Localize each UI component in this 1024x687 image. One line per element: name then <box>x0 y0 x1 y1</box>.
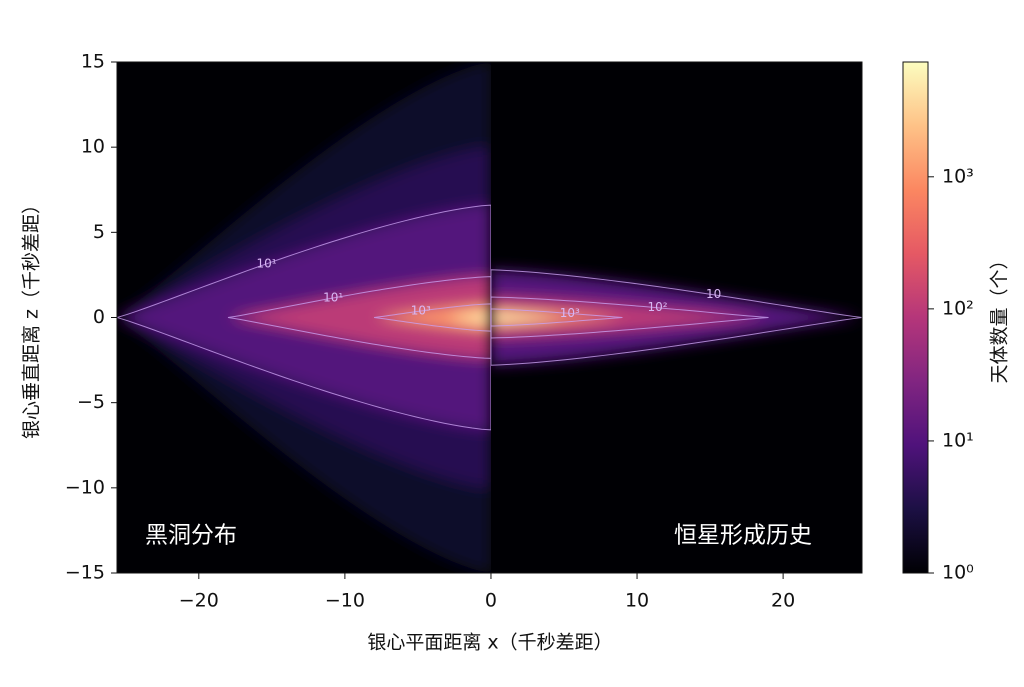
x-tick-label: 10 <box>625 590 649 612</box>
y-tick-label: −15 <box>65 562 105 584</box>
y-tick-label: −10 <box>65 476 105 498</box>
density-region <box>374 303 491 332</box>
contour-label: 10 <box>706 287 721 301</box>
x-axis-label: 银心平面距离 x（千秒差距） <box>367 632 612 654</box>
contour-line <box>374 303 491 332</box>
x-tick-label: −20 <box>179 590 219 612</box>
y-tick-label: −5 <box>77 391 105 413</box>
y-tick-label: 5 <box>93 221 105 243</box>
contour-label: 10³ <box>560 306 580 320</box>
density-region <box>228 276 491 359</box>
density-region <box>491 297 769 338</box>
colorbar-tick-label: 10² <box>942 297 974 319</box>
y-tick-label: 15 <box>81 51 105 73</box>
contour-line <box>491 296 769 339</box>
contour-label: 10¹ <box>257 256 277 270</box>
panel-label: 黑洞分布 <box>145 523 237 549</box>
x-tick-label: 0 <box>485 590 497 612</box>
panel-label: 恒星形成历史 <box>674 523 812 549</box>
contour-label: 10² <box>647 300 667 314</box>
contour-lines: 10¹ 10¹ 10³ <box>117 204 491 431</box>
y-tick-label: 10 <box>81 136 105 158</box>
y-tick-label: 0 <box>93 306 105 328</box>
density-layers <box>491 269 862 366</box>
x-tick-label: −10 <box>325 590 365 612</box>
contour-line <box>491 269 862 366</box>
y-axis-label: 银心垂直距离 z（千秒差距） <box>21 195 43 439</box>
density-layers <box>117 62 491 573</box>
panel: 10 10² 10³ <box>491 269 862 366</box>
contour-lines: 10 10² 10³ <box>491 269 862 366</box>
colorbar-label: 天体数量（个） <box>989 250 1011 383</box>
density-region <box>447 311 491 324</box>
contour-label: 10¹ <box>323 290 343 304</box>
x-tick-label: 20 <box>771 590 795 612</box>
colorbar-tick-label: 10³ <box>942 165 974 187</box>
density-region <box>491 312 564 323</box>
colorbar-tick-label: 10⁰ <box>942 562 974 584</box>
panel: 10¹ 10¹ 10³ <box>117 62 491 573</box>
contour-line <box>227 276 491 359</box>
colorbar-tick-label: 10¹ <box>942 429 974 451</box>
contour-line <box>117 204 491 431</box>
contour-label: 10³ <box>411 303 431 317</box>
contour-line <box>491 308 623 327</box>
colorbar <box>902 61 929 574</box>
